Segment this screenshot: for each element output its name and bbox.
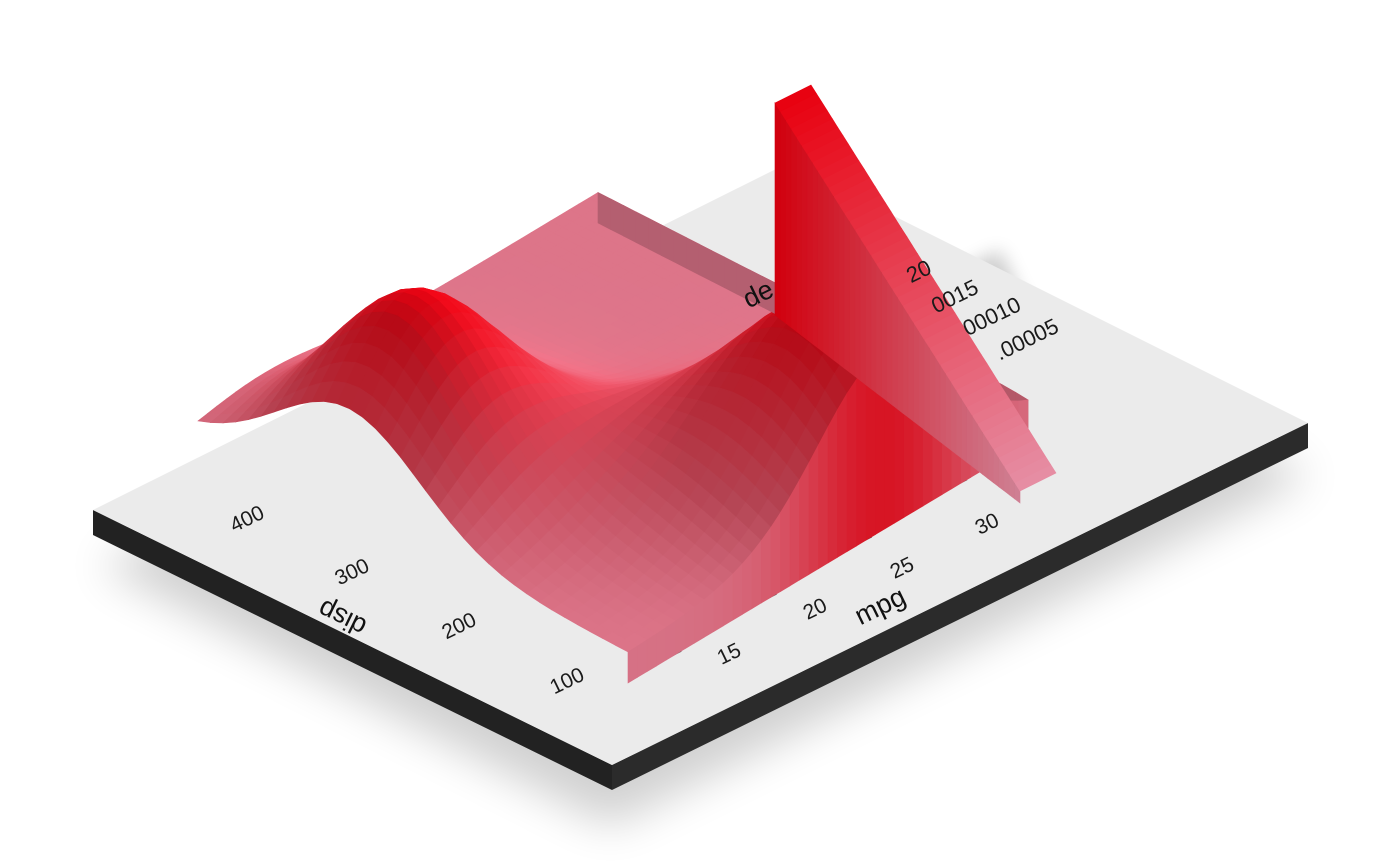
legend-bar-segment bbox=[913, 321, 920, 426]
legend-bar-segment bbox=[939, 363, 946, 447]
surface-front-wall bbox=[751, 539, 762, 610]
legend-bar-segment bbox=[961, 397, 968, 463]
surface-front-wall bbox=[665, 620, 676, 661]
legend-bar-segment bbox=[881, 270, 888, 402]
surface-front-wall bbox=[846, 378, 857, 553]
legend-bar-segment bbox=[785, 118, 792, 328]
surface-front-wall bbox=[760, 526, 772, 604]
surface-front-wall bbox=[675, 613, 686, 655]
surface-front-wall bbox=[827, 409, 838, 564]
legend-bar-segment bbox=[865, 245, 872, 390]
surface-front-wall bbox=[856, 366, 867, 547]
surface-side-wall bbox=[686, 237, 700, 276]
legend-bar-segment bbox=[945, 371, 952, 451]
legend-bar-segment bbox=[817, 169, 824, 353]
legend-bar-segment bbox=[918, 329, 925, 431]
density-legend bbox=[774, 84, 1057, 504]
surface-front-wall bbox=[694, 599, 705, 644]
surface-side-wall bbox=[597, 192, 611, 230]
legend-bar-segment bbox=[859, 236, 866, 386]
surface-front-wall bbox=[684, 606, 696, 650]
legend-bar-segment bbox=[955, 388, 962, 459]
legend-bar-segment bbox=[822, 177, 829, 357]
surface-front-wall bbox=[780, 495, 791, 593]
legend-bar-segment bbox=[827, 186, 834, 361]
legend-bar-segment bbox=[966, 405, 973, 467]
surface-side-wall bbox=[724, 256, 738, 295]
plate-front-right bbox=[612, 423, 1308, 790]
legend-bar-segment bbox=[870, 253, 877, 394]
surface-side-wall bbox=[698, 243, 713, 282]
surface-front-wall bbox=[808, 444, 819, 575]
legend-bar-segment bbox=[774, 101, 781, 320]
surface-front-wall bbox=[713, 582, 724, 633]
surface-front-wall bbox=[799, 462, 810, 581]
legend-bar-segment bbox=[811, 160, 818, 349]
legend-bar-top bbox=[774, 84, 817, 112]
surface-front-wall bbox=[770, 511, 781, 598]
legend-bar-segment bbox=[833, 194, 840, 365]
legend-bar-segment bbox=[843, 211, 850, 373]
surface-front-wall bbox=[627, 645, 638, 684]
legend-bar-segment bbox=[902, 304, 909, 418]
surface-front-wall bbox=[722, 573, 734, 627]
surface-side-wall bbox=[635, 211, 649, 250]
surface-front-wall bbox=[637, 639, 648, 678]
plate-front-left bbox=[93, 510, 612, 790]
legend-bar-segment bbox=[891, 287, 898, 410]
surface-front-wall bbox=[732, 563, 743, 621]
surface-side-wall bbox=[622, 204, 637, 243]
surface-side-wall bbox=[660, 224, 675, 263]
legend-bar-segment bbox=[854, 228, 861, 382]
surface-side-wall bbox=[648, 217, 662, 256]
legend-bar-segment bbox=[801, 144, 808, 341]
legend-bar-segment bbox=[950, 380, 957, 455]
legend-bar-segment bbox=[886, 279, 893, 406]
legend-bar-segment bbox=[838, 203, 845, 369]
surface-front-wall bbox=[789, 479, 800, 587]
legend-bar-segment bbox=[907, 312, 914, 422]
legend-bar-segment bbox=[897, 295, 904, 414]
legend-bar-segment bbox=[849, 220, 856, 377]
surface-front-wall bbox=[703, 591, 715, 638]
surface-front-wall bbox=[837, 392, 848, 558]
surface-front-wall bbox=[818, 426, 829, 570]
legend-bar-segment bbox=[934, 354, 941, 443]
surface-front-wall bbox=[741, 551, 753, 615]
surface-front-wall bbox=[656, 626, 667, 667]
legend-bar-segment bbox=[779, 110, 787, 324]
legend-bar-segment bbox=[795, 135, 802, 337]
legend-bar-segment bbox=[875, 262, 882, 398]
surface-side-wall bbox=[711, 250, 725, 289]
surface-side-wall bbox=[673, 230, 687, 269]
legend-bar-segment bbox=[923, 338, 930, 435]
legend-bar-segment bbox=[929, 346, 936, 439]
surface-side-wall bbox=[610, 198, 624, 237]
legend-bar-segment bbox=[971, 414, 978, 471]
legend-bar-segment bbox=[806, 152, 813, 345]
surface-front-wall bbox=[646, 633, 657, 673]
legend-bar-segment bbox=[790, 127, 797, 332]
